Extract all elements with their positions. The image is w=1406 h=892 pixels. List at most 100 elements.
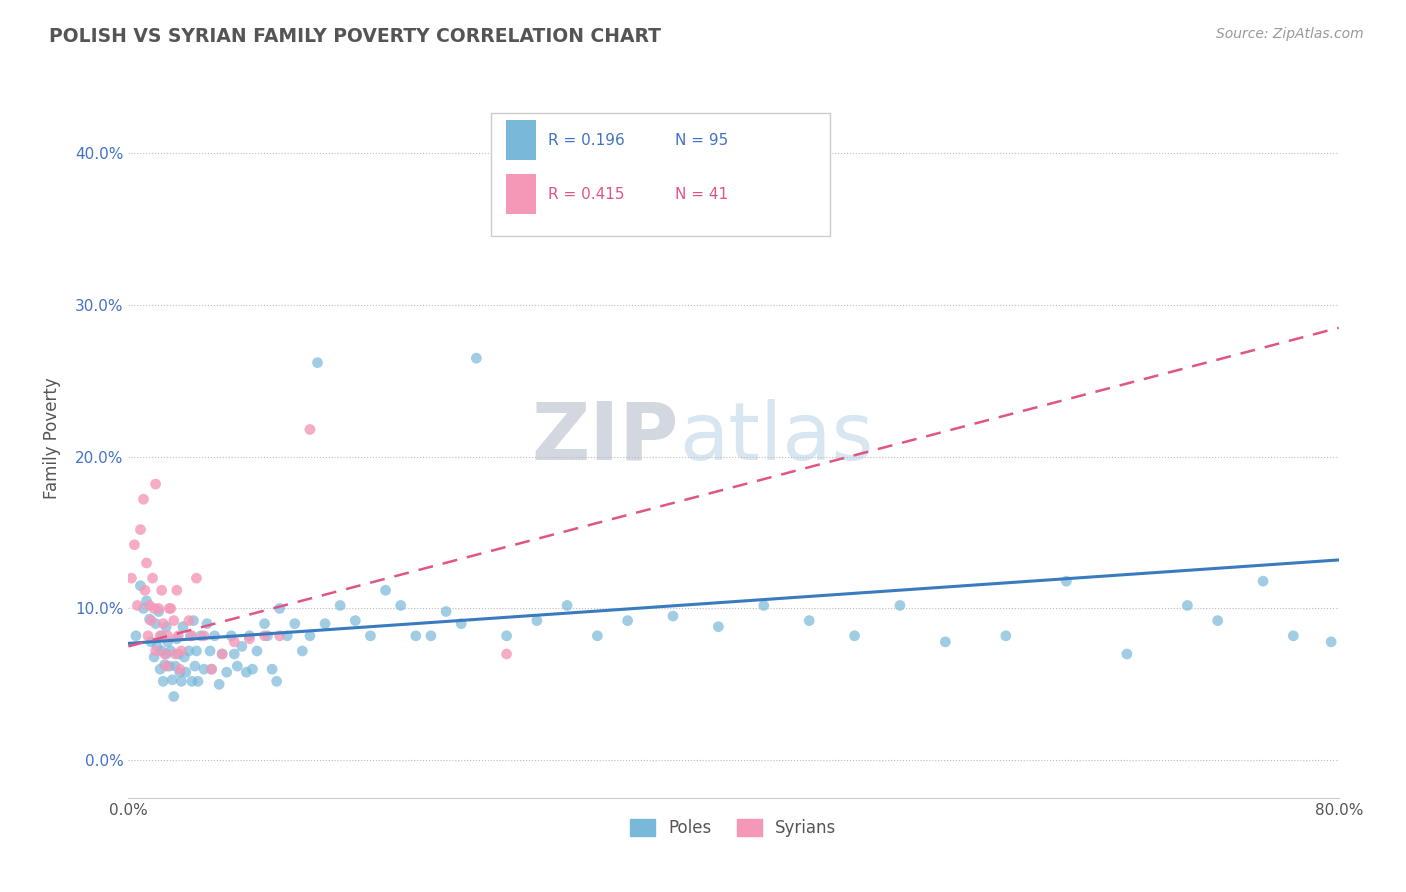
Point [157,659,180,673]
Point [146,640,169,654]
Point [1177,599,1199,613]
Point [204,629,226,643]
Point [132,492,155,507]
Point [211,647,233,661]
Point [662,609,685,624]
Point [173,650,195,665]
Point [183,614,205,628]
Point [329,599,352,613]
Text: Source: ZipAtlas.com: Source: ZipAtlas.com [1216,27,1364,41]
Point [208,677,231,691]
Point [193,662,215,676]
Point [156,635,179,649]
Point [169,665,191,680]
Point [155,659,177,673]
Point [167,647,190,661]
Point [420,629,443,643]
Point [150,583,173,598]
Point [256,629,278,643]
Point [226,659,249,673]
Point [238,632,260,646]
Point [150,644,173,658]
Text: N = 41: N = 41 [675,186,728,202]
Point [145,616,167,631]
Point [148,601,170,615]
Point [198,644,221,658]
Point [142,571,165,585]
Point [120,571,142,585]
Point [262,662,284,676]
Point [169,662,191,676]
Point [170,674,193,689]
Point [215,665,238,680]
Point [200,662,222,676]
Point [135,594,157,608]
Point [253,629,276,643]
Point [434,605,457,619]
Point [155,647,177,661]
Point [994,629,1017,643]
Point [156,629,179,643]
Point [129,523,152,537]
Point [307,356,329,370]
Point [139,614,162,628]
Point [242,662,264,676]
Point [187,674,209,689]
Point [172,620,194,634]
Point [166,583,188,598]
Point [145,644,167,658]
Point [155,620,177,634]
Point [134,583,156,598]
Point [180,674,202,689]
Point [177,614,200,628]
Point [149,629,172,643]
Point [374,583,396,598]
Point [1282,629,1305,643]
Point [269,601,291,615]
Point [190,629,212,643]
Point [136,629,159,643]
Point [616,614,638,628]
Point [163,690,186,704]
Point [246,644,269,658]
Point [235,665,257,680]
Point [889,599,911,613]
Point [359,629,381,643]
Point [253,616,276,631]
Point [179,629,201,643]
Text: atlas: atlas [679,399,873,477]
Point [143,601,166,615]
Point [844,629,866,643]
Point [799,614,821,628]
Point [153,657,176,672]
Point [125,629,148,643]
Point [1054,574,1077,589]
Point [159,644,181,658]
Point [266,674,288,689]
Point [231,640,253,654]
FancyBboxPatch shape [506,174,536,214]
Point [153,647,176,661]
Point [149,662,172,676]
Point [224,647,246,661]
Point [586,629,609,643]
Point [298,422,321,436]
Point [177,644,200,658]
Text: POLISH VS SYRIAN FAMILY POVERTY CORRELATION CHART: POLISH VS SYRIAN FAMILY POVERTY CORRELAT… [49,27,661,45]
Point [934,635,956,649]
Point [138,612,160,626]
Point [195,616,218,631]
Point [163,614,186,628]
Point [180,629,202,643]
Point [184,659,207,673]
Text: ZIP: ZIP [531,399,679,477]
Point [555,599,578,613]
Point [129,579,152,593]
Point [174,665,197,680]
Point [200,662,222,676]
Point [344,614,367,628]
Point [224,635,246,649]
Point [165,659,187,673]
Point [165,647,187,661]
Point [298,629,321,643]
